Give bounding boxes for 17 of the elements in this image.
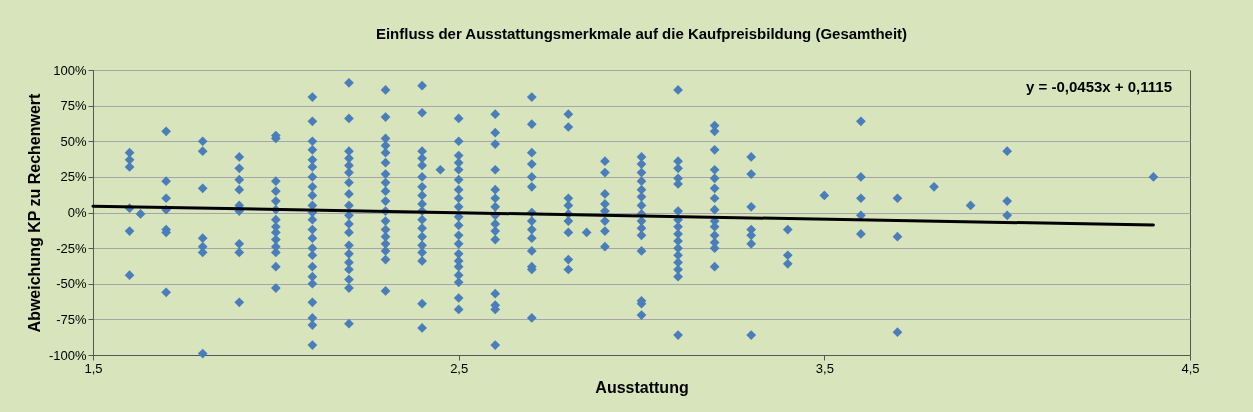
x-axis-title: Ausstattung	[595, 378, 689, 396]
y-tick-label: 100%	[53, 62, 87, 78]
y-tick-label: 50%	[60, 133, 87, 149]
y-tick-label: -50%	[56, 276, 87, 292]
x-tick-label: 1,5	[84, 360, 103, 376]
y-tick-label: -25%	[56, 240, 87, 256]
y-tick-label: 25%	[60, 169, 87, 185]
y-tick-label: 75%	[60, 98, 87, 114]
y-tick-label: 0%	[67, 205, 87, 220]
y-axis-title: Abweichung KP zu Rechenwert	[25, 92, 43, 333]
annotation: y = -0,0453x + 0,1115	[1026, 78, 1172, 95]
y-tick-label: -75%	[56, 311, 87, 327]
x-tick-label: 3,5	[815, 360, 834, 376]
x-tick-label: 2,5	[450, 360, 469, 376]
chart-title: Einfluss der Ausstattungsmerkmale auf die Kaufpreisbildung (Gesamtheit)	[375, 25, 908, 42]
y-tick-label: -100%	[48, 347, 87, 363]
x-tick-label: 4,5	[1181, 360, 1200, 376]
